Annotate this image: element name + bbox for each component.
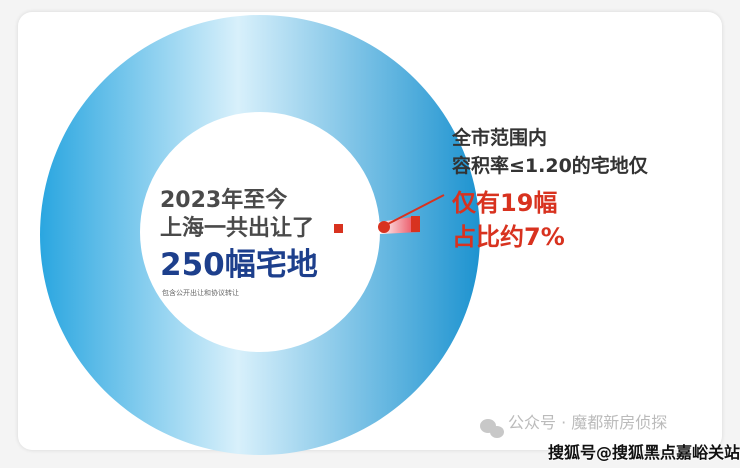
center-note: 包含公开出让和协议转让: [162, 289, 239, 297]
callout-highlight2: 占比约7%: [452, 223, 565, 251]
callout-line: [383, 194, 445, 227]
segment-marker-right: [411, 216, 420, 232]
wechat-icon: [480, 419, 504, 438]
callout-dot: [378, 221, 390, 233]
segment-marker-left: [334, 224, 343, 233]
callout-highlight1: 仅有19幅: [452, 189, 558, 217]
callout-line1: 全市范围内: [452, 127, 548, 149]
ring-main: [40, 15, 481, 455]
center-headline: 250幅宅地: [160, 247, 318, 283]
wechat-watermark: 公众号 · 魔都新房侦探: [508, 413, 668, 432]
callout-line2: 容积率≤1.20的宅地仅: [452, 155, 648, 177]
sohu-watermark: 搜狐号@搜狐黑点嘉峪关站: [548, 443, 740, 462]
center-line1: 2023年至今: [160, 188, 288, 213]
center-line2: 上海一共出让了: [160, 216, 315, 241]
